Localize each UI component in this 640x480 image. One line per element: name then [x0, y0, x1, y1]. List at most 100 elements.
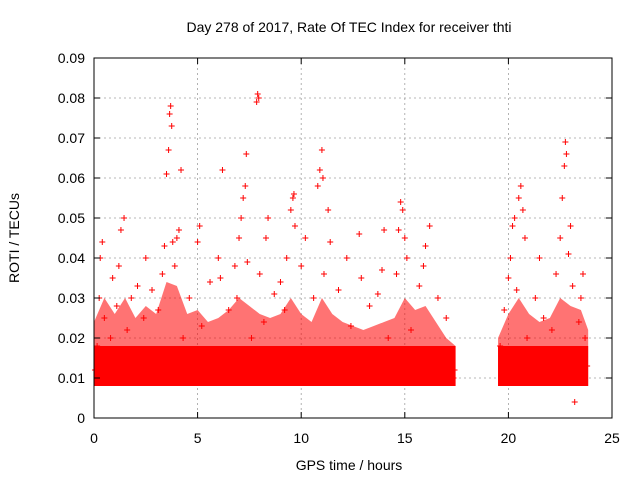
data-point [283, 255, 290, 261]
data-point [519, 207, 526, 213]
data-point [562, 139, 569, 145]
data-point [262, 235, 269, 241]
data-point [238, 215, 245, 221]
data-point [553, 271, 560, 277]
y-tick-label: 0 [77, 410, 85, 426]
data-point [121, 215, 128, 221]
data-point [339, 363, 346, 369]
data-point [571, 399, 578, 405]
y-axis-label: ROTI / TECUs [6, 193, 22, 283]
data-point [536, 255, 543, 261]
data-point [327, 239, 334, 245]
data-point [248, 335, 255, 341]
data-point [403, 255, 410, 261]
data-point [134, 283, 141, 289]
data-point [190, 355, 197, 361]
data-point [217, 275, 224, 281]
data-point [507, 255, 514, 261]
data-point [528, 367, 535, 373]
data-point [430, 351, 437, 357]
y-tick-label: 0.05 [58, 210, 85, 226]
data-point [331, 351, 338, 357]
data-point [509, 223, 516, 229]
x-tick-label: 20 [501, 430, 517, 446]
data-point [287, 207, 294, 213]
data-point [567, 223, 574, 229]
data-point [167, 103, 174, 109]
data-point [149, 287, 156, 293]
data-point [563, 151, 570, 157]
data-point [253, 99, 260, 105]
data-point [198, 323, 205, 329]
data-point [389, 363, 396, 369]
data-point [548, 327, 555, 333]
data-point [532, 295, 539, 301]
data-point [186, 295, 193, 301]
data-point [105, 375, 112, 381]
data-point [271, 291, 278, 297]
data-point [242, 183, 249, 189]
data-point [565, 251, 572, 257]
data-point [381, 227, 388, 233]
data-point [447, 359, 454, 365]
data-point [335, 287, 342, 293]
data-point [325, 207, 332, 213]
data-point [422, 243, 429, 249]
x-tick-label: 0 [90, 430, 98, 446]
y-tick-label: 0.07 [58, 130, 85, 146]
data-point [132, 355, 139, 361]
data-point [584, 363, 591, 369]
data-point [165, 147, 172, 153]
data-point [314, 183, 321, 189]
y-tick-label: 0.09 [58, 50, 85, 66]
data-point [366, 303, 373, 309]
data-point [240, 195, 247, 201]
data-point [168, 123, 175, 129]
data-point [521, 235, 528, 241]
data-point [142, 255, 149, 261]
data-point [202, 367, 209, 373]
x-tick-label: 5 [194, 430, 202, 446]
data-point [306, 359, 313, 365]
data-point [211, 363, 218, 369]
data-point [289, 195, 296, 201]
data-point [395, 227, 402, 233]
data-point [319, 175, 326, 181]
data-point [255, 95, 262, 101]
y-tick-label: 0.03 [58, 290, 85, 306]
data-point [194, 239, 201, 245]
data-point [356, 231, 363, 237]
data-point [94, 343, 101, 349]
x-tick-label: 25 [604, 430, 620, 446]
data-point [370, 367, 377, 373]
plot-frame [93, 57, 613, 419]
data-point [399, 207, 406, 213]
data-point [540, 315, 547, 321]
dense-core-band [498, 346, 589, 386]
data-point [275, 367, 282, 373]
y-tick-label: 0.04 [58, 250, 85, 266]
data-point [225, 307, 232, 313]
data-point [178, 167, 185, 173]
data-point [260, 319, 267, 325]
data-point [557, 235, 564, 241]
data-point [573, 351, 580, 357]
data-point [559, 195, 566, 201]
chart-title: Day 278 of 2017, Rate Of TEC Index for r… [186, 19, 511, 35]
data-point [166, 111, 173, 117]
data-point [109, 275, 116, 281]
data-point [318, 147, 325, 153]
data-point [159, 271, 166, 277]
data-point [229, 375, 236, 381]
data-point [99, 239, 106, 245]
y-tick-labels: 0 0.01 0.02 0.03 0.04 0.05 0.06 0.07 0.08 0.09 [58, 50, 85, 426]
data-point [358, 275, 365, 281]
data-point [175, 227, 182, 233]
data-point [582, 335, 589, 341]
dense-core-band [94, 346, 456, 386]
data-point [343, 255, 350, 261]
data-point [511, 215, 518, 221]
data-point [320, 271, 327, 277]
data-point [254, 91, 261, 97]
data-point [352, 371, 359, 377]
